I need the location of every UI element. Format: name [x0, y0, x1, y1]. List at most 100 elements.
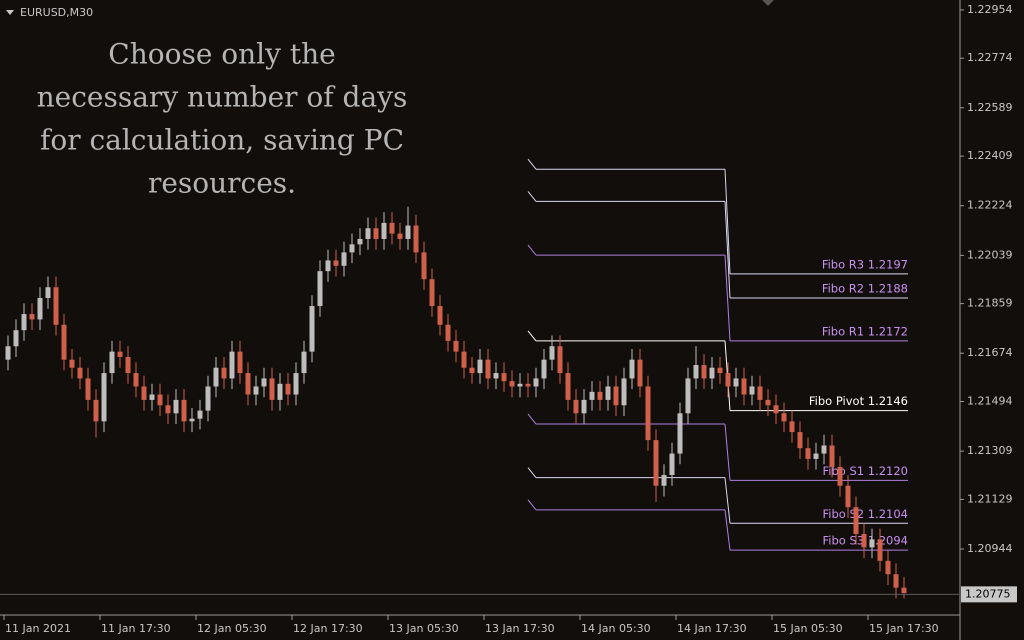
candle-body: [197, 410, 203, 419]
candle-body: [901, 587, 907, 594]
candle-body: [213, 367, 219, 387]
candle-body: [821, 445, 827, 454]
candle-body: [813, 453, 819, 459]
candle-body: [165, 405, 171, 414]
annotation-line: Choose only the: [108, 38, 335, 71]
pivot-label: Fibo S1 1.2120: [823, 464, 908, 478]
candle-body: [493, 373, 499, 379]
candle-body: [309, 306, 315, 352]
candle-body: [397, 233, 403, 239]
candle-body: [53, 287, 59, 325]
candle-body: [637, 359, 643, 387]
candle-body: [805, 448, 811, 459]
candle-body: [781, 413, 787, 422]
candle-body: [733, 378, 739, 387]
candle-body: [109, 351, 115, 374]
candle-body: [757, 386, 763, 400]
candle-body: [549, 346, 555, 360]
candle-body: [221, 367, 227, 379]
candle-body: [133, 373, 139, 387]
x-tick-label: 13 Jan 17:30: [485, 622, 555, 635]
candle-body: [293, 373, 299, 395]
candle-body: [613, 386, 619, 406]
candle-body: [893, 574, 899, 588]
candle-body: [445, 324, 451, 341]
candle-body: [181, 399, 187, 422]
y-tick-label: 1.22224: [967, 199, 1013, 212]
candle-body: [253, 386, 259, 395]
candle-body: [709, 367, 715, 379]
previous-level-hook: [527, 158, 537, 170]
candle-body: [357, 238, 363, 245]
candle-body: [669, 453, 675, 475]
pivot-label: Fibo Pivot 1.2146: [809, 394, 908, 408]
candle-body: [373, 228, 379, 239]
candle-body: [341, 252, 347, 266]
candle-body: [541, 359, 547, 379]
candle-body: [645, 386, 651, 441]
candle-body: [453, 340, 459, 352]
symbol-label: EURUSD,M30: [20, 6, 93, 19]
candle-body: [829, 445, 835, 467]
candle-body: [189, 418, 195, 422]
previous-level-hook: [527, 499, 537, 511]
candle-body: [557, 346, 563, 374]
candle-body: [653, 440, 659, 486]
symbol-menu[interactable]: [6, 10, 14, 15]
candle-body: [389, 222, 395, 234]
candle-body: [381, 222, 387, 239]
x-tick-label: 13 Jan 05:30: [389, 622, 459, 635]
current-price-label: 1.20775: [965, 587, 1011, 600]
previous-level-hook: [527, 244, 537, 256]
y-tick-label: 1.22039: [967, 248, 1013, 261]
candle-body: [325, 260, 331, 272]
candle-body: [629, 359, 635, 379]
y-tick-label: 1.22774: [967, 51, 1013, 64]
y-tick-label: 1.21859: [967, 297, 1013, 310]
candle-body: [621, 378, 627, 406]
previous-level-hook: [527, 191, 537, 202]
candle-body: [317, 271, 323, 307]
candle-body: [5, 346, 11, 360]
candle-body: [877, 539, 883, 561]
candle-body: [717, 367, 723, 374]
candle-body: [661, 474, 667, 486]
candle-body: [749, 386, 755, 395]
candle-body: [789, 421, 795, 433]
candle-body: [573, 399, 579, 414]
level-connector: [724, 423, 731, 481]
candle-body: [485, 359, 491, 379]
annotation-line: for calculation, saving PC: [40, 124, 404, 157]
candle-body: [437, 306, 443, 325]
candle-body: [797, 432, 803, 449]
candle-body: [725, 373, 731, 387]
candle-body: [517, 383, 523, 387]
candle-body: [173, 399, 179, 414]
pivot-label: Fibo R2 1.2188: [822, 281, 908, 295]
candle-body: [61, 324, 67, 360]
candle-body: [269, 378, 275, 400]
candle-body: [741, 378, 747, 395]
candle-body: [845, 485, 851, 508]
candle-body: [349, 244, 355, 253]
candle-body: [261, 378, 267, 387]
x-tick-label: 15 Jan 05:30: [773, 622, 843, 635]
x-tick-label: 12 Jan 17:30: [293, 622, 363, 635]
candle-body: [365, 228, 371, 239]
candle-body: [141, 386, 147, 400]
candle-body: [533, 378, 539, 387]
candle-body: [677, 413, 683, 454]
candle-body: [869, 539, 875, 548]
y-tick-label: 1.22589: [967, 101, 1013, 114]
candle-body: [157, 394, 163, 406]
level-connector: [724, 255, 731, 341]
candle-body: [37, 297, 43, 320]
candle-body: [301, 351, 307, 374]
candle-body: [125, 356, 131, 374]
candle-body: [333, 260, 339, 266]
candle-body: [429, 279, 435, 307]
candle-body: [581, 399, 587, 414]
candle-body: [597, 391, 603, 400]
